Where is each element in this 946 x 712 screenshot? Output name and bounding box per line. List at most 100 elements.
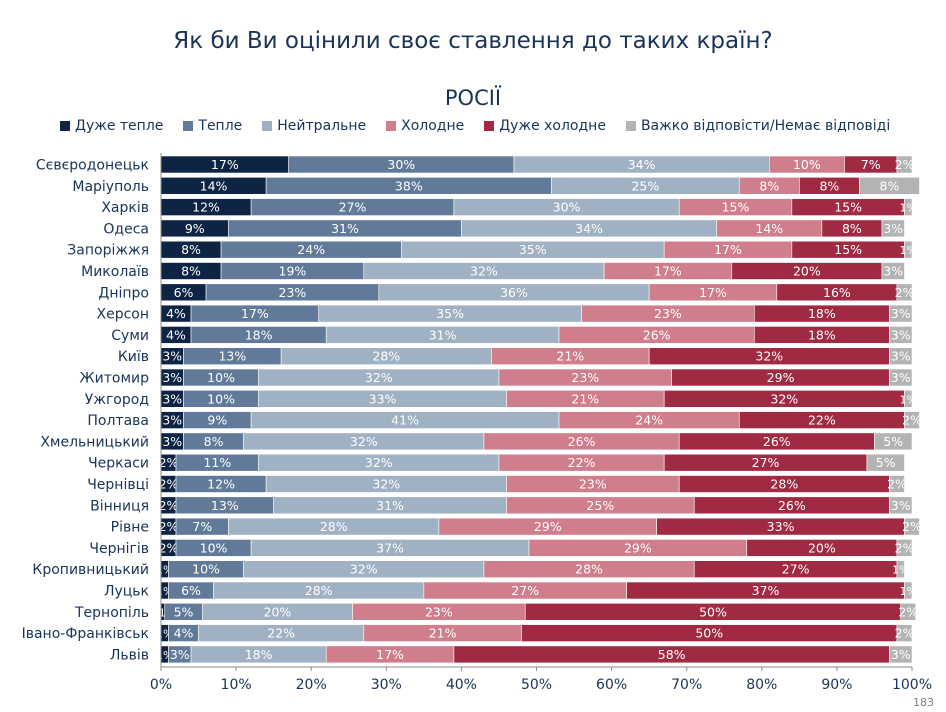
- data-label: 6%: [181, 583, 201, 598]
- data-label: 19%: [279, 264, 307, 279]
- category-label: Тернопіль: [74, 605, 149, 621]
- data-label: 26%: [643, 327, 671, 342]
- x-tick-label: 30%: [371, 677, 402, 693]
- data-label: 3%: [162, 370, 182, 385]
- data-label: 29%: [534, 519, 562, 534]
- data-label: 8%: [880, 178, 900, 193]
- bar-segment: [889, 304, 913, 323]
- x-tick-label: 20%: [296, 677, 327, 693]
- data-label: 30%: [553, 200, 581, 215]
- data-label: 8%: [181, 264, 201, 279]
- data-label: 36%: [500, 285, 528, 300]
- data-label: 3%: [891, 370, 911, 385]
- data-label: 21%: [429, 626, 457, 641]
- data-label: 17%: [654, 264, 682, 279]
- data-label: 9%: [185, 221, 205, 236]
- legend-label: Тепле: [198, 118, 243, 134]
- data-label: 18%: [245, 647, 273, 662]
- bar-segment: [889, 645, 913, 664]
- data-label: 15%: [834, 200, 862, 215]
- bar-segment: [896, 283, 913, 302]
- data-label: 26%: [568, 434, 596, 449]
- data-label: 27%: [752, 455, 780, 470]
- data-label: 31%: [429, 327, 457, 342]
- data-label: 30%: [387, 157, 415, 172]
- data-label: 15%: [834, 242, 862, 257]
- legend-item: Дуже тепле: [60, 118, 163, 134]
- data-label: 31%: [376, 498, 404, 513]
- legend-item: Нейтральне: [262, 118, 366, 134]
- data-label: 24%: [635, 413, 663, 428]
- category-label: Сєвєродонецьк: [36, 158, 149, 174]
- data-label: 21%: [556, 349, 584, 364]
- bar-segment: [889, 475, 905, 493]
- legend-label: Холодне: [401, 118, 465, 134]
- legend-item: Важко відповісти/Немає відповіді: [625, 118, 891, 134]
- data-label: 24%: [297, 242, 325, 257]
- data-label: 2%: [895, 540, 915, 555]
- legend-swatch: [262, 121, 273, 131]
- data-label: 12%: [192, 200, 220, 215]
- data-label: 32%: [770, 391, 798, 406]
- data-label: 50%: [699, 604, 727, 619]
- data-label: 8%: [204, 434, 224, 449]
- category-label: Полтава: [87, 413, 149, 429]
- data-label: 25%: [631, 178, 659, 193]
- data-label: 3%: [162, 434, 182, 449]
- data-label: 20%: [264, 604, 292, 619]
- legend-item: Дуже холодне: [484, 118, 606, 134]
- x-tick-label: 0%: [150, 677, 172, 693]
- category-label: Кропивницький: [32, 562, 149, 578]
- x-tick-label: 40%: [446, 677, 477, 693]
- category-label: Київ: [118, 349, 149, 365]
- data-label: 3%: [891, 647, 911, 662]
- category-label: Черкаси: [88, 456, 149, 472]
- data-label: 2%: [902, 519, 922, 534]
- data-label: 50%: [695, 626, 723, 641]
- data-label: 13%: [211, 498, 239, 513]
- data-label: 4%: [174, 626, 194, 641]
- bar-segment: [904, 240, 913, 259]
- data-label: 4%: [166, 306, 186, 321]
- data-label: 8%: [842, 221, 862, 236]
- data-label: 28%: [320, 519, 348, 534]
- data-label: 18%: [808, 327, 836, 342]
- data-label: 38%: [395, 178, 423, 193]
- data-label: 17%: [211, 157, 239, 172]
- data-label: 29%: [624, 540, 652, 555]
- data-label: 6%: [174, 285, 194, 300]
- page-number: 183: [913, 696, 934, 709]
- data-label: 32%: [372, 477, 400, 492]
- category-label: Житомир: [80, 371, 150, 387]
- legend-label: Дуже холодне: [499, 118, 606, 134]
- category-label: Маріуполь: [72, 179, 149, 195]
- page-title: Як би Ви оцінили своє ставлення до таких…: [173, 28, 773, 54]
- data-label: 3%: [162, 349, 182, 364]
- data-label: 32%: [365, 370, 393, 385]
- data-label: 3%: [891, 498, 911, 513]
- data-label: 2%: [159, 498, 179, 513]
- legend-label: Важко відповісти/Немає відповіді: [640, 118, 891, 134]
- data-label: 2%: [895, 626, 915, 641]
- data-label: 37%: [376, 540, 404, 555]
- category-label: Херсон: [96, 307, 149, 323]
- category-label: Дніпро: [98, 285, 149, 301]
- x-tick-label: 60%: [596, 677, 627, 693]
- x-tick-label: 80%: [746, 677, 777, 693]
- bar-segment: [874, 432, 913, 451]
- data-label: 33%: [369, 391, 397, 406]
- data-label: 16%: [823, 285, 851, 300]
- x-tick-label: 50%: [521, 677, 552, 693]
- category-label: Чернівці: [87, 477, 149, 493]
- data-label: 10%: [207, 391, 235, 406]
- data-label: 23%: [654, 306, 682, 321]
- data-label: 2%: [887, 477, 907, 492]
- data-label: 3%: [891, 349, 911, 364]
- bar-segment: [889, 326, 913, 344]
- data-label: 35%: [519, 242, 547, 257]
- data-label: 10%: [793, 157, 821, 172]
- bar-segment: [881, 219, 905, 238]
- legend-label: Нейтральне: [277, 118, 367, 134]
- bar-segment: [896, 155, 913, 174]
